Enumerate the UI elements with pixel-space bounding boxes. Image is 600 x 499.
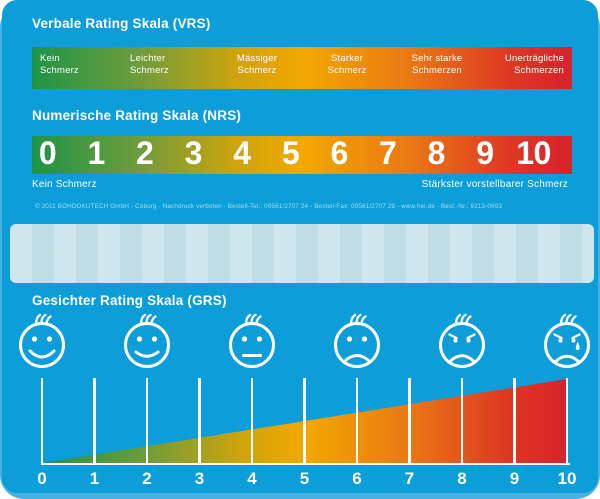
vrs-label-1: Leichter Schmerz — [130, 53, 169, 76]
grs-tick-6 — [355, 378, 359, 464]
grs-title: Gesichter Rating Skala (GRS) — [32, 293, 227, 308]
nrs-number-6: 6 — [330, 135, 348, 172]
grs-tick-8 — [460, 378, 464, 464]
vrs-label-0: Kein Schmerz — [40, 53, 79, 76]
nrs-number-4: 4 — [233, 135, 251, 172]
grs-tick-3 — [198, 378, 201, 464]
nrs-title: Numerische Rating Skala (NRS) — [32, 108, 242, 123]
grs-number-10: 10 — [557, 469, 577, 488]
vrs-title: Verbale Rating Skala (VRS) — [32, 16, 211, 31]
vrs-label-4: Sehr starke Schmerzen — [411, 53, 463, 76]
grs-baseline — [41, 462, 570, 465]
nrs-bar: 0 1 2 3 4 5 6 7 8 9 10 — [32, 135, 572, 174]
grs-number-3: 3 — [194, 469, 205, 488]
vrs-label-2: Mässiger Schmerz — [236, 53, 278, 76]
grs-tick-2 — [145, 378, 149, 464]
nrs-number-5: 5 — [281, 135, 300, 172]
grs-number-1: 1 — [89, 469, 100, 488]
grs-number-4: 4 — [247, 469, 257, 488]
grs-tick-4 — [250, 378, 254, 464]
grs-tick-7 — [408, 378, 411, 464]
slider-window — [10, 224, 594, 283]
grs-number-9: 9 — [509, 469, 520, 488]
face-smiling-icon: .f{fill:none;stroke:#fff;stroke-width:2.… — [121, 310, 173, 370]
nrs-min-label: Kein Schmerz — [32, 179, 97, 190]
grs-number-5: 5 — [299, 469, 310, 488]
grs-number-2: 2 — [142, 469, 152, 488]
face-neutral-icon: .f{fill:none;stroke:#fff;stroke-width:2.… — [226, 310, 278, 370]
nrs-number-0: 0 — [38, 135, 57, 172]
grs-number-0: 0 — [37, 469, 47, 488]
nrs-number-3: 3 — [184, 135, 203, 172]
face-very-sad-icon: .f{fill:none;stroke:#fff;stroke-width:2.… — [436, 310, 488, 370]
nrs-max-label: Stärkster vorstellbarer Schmerz — [421, 179, 568, 190]
vrs-label-3: Starker Schmerz — [327, 53, 367, 76]
imprint-text: © 2011 BOHDOKUTECH GmbH - Coburg - Nachd… — [35, 203, 503, 210]
grs-number-6: 6 — [352, 469, 362, 488]
face-crying-icon: .f{fill:none;stroke:#fff;stroke-width:2.… — [541, 310, 593, 370]
grs-tick-0 — [40, 378, 44, 464]
vrs-label-5: Unerträgliche Schmerzen — [504, 53, 564, 76]
grs-tick-9 — [513, 378, 516, 464]
nrs-number-7: 7 — [379, 135, 397, 172]
grs-number-8: 8 — [457, 469, 467, 488]
grs-tick-5 — [303, 378, 306, 464]
vrs-bar: Kein Schmerz Leichter Schmerz Mässiger Schmer… — [32, 47, 572, 89]
nrs-number-9: 9 — [476, 135, 494, 172]
grs-tick-1 — [93, 378, 96, 464]
nrs-number-10: 10 — [516, 135, 551, 172]
face-smiling-wide-icon: .f{fill:none;stroke:#fff;stroke-width:2.… — [16, 310, 68, 370]
grs-number-7: 7 — [404, 469, 415, 488]
grs-tick-10 — [565, 378, 569, 464]
nrs-number-2: 2 — [136, 135, 154, 172]
nrs-number-1: 1 — [87, 135, 105, 172]
nrs-number-8: 8 — [427, 135, 446, 172]
face-sad-icon: .f{fill:none;stroke:#fff;stroke-width:2.… — [331, 310, 383, 370]
